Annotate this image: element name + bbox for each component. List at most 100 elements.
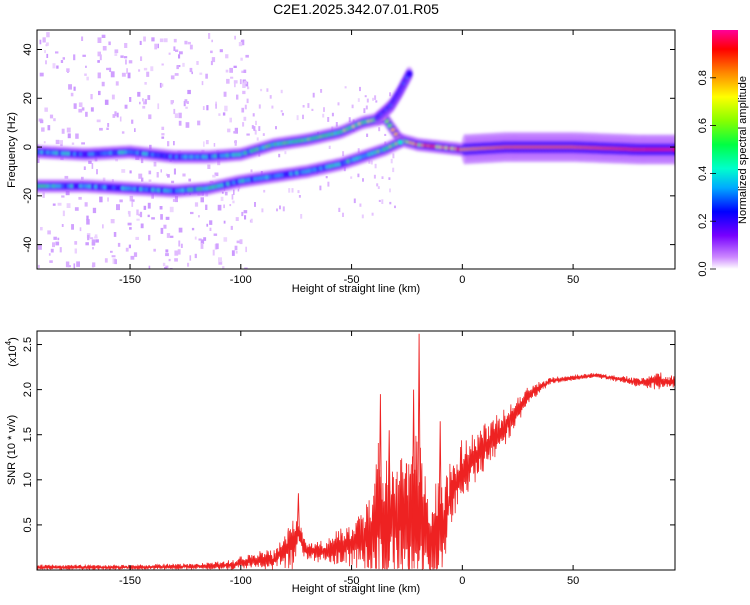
spectrogram-panel: -150 -100 -50 0 50 -40 -20 0 20 40 Height of stra… bbox=[6, 29, 676, 295]
heatmap-noise-cell bbox=[243, 69, 247, 73]
heatmap-noise-cell bbox=[177, 249, 181, 255]
heatmap-noise-cell bbox=[288, 188, 291, 193]
heatmap-noise-cell bbox=[128, 244, 131, 249]
heatmap-noise-cell bbox=[138, 69, 141, 72]
heatmap-noise-cell bbox=[117, 242, 121, 247]
heatmap-noise-cell bbox=[348, 117, 351, 123]
heatmap-noise-cell bbox=[214, 172, 219, 177]
heatmap-noise-cell bbox=[237, 189, 240, 192]
heatmap-noise-cell bbox=[142, 105, 146, 109]
heatmap-noise-cell bbox=[236, 240, 240, 244]
colorbar-tick-label: 0.0 bbox=[697, 261, 709, 276]
heatmap-noise-cell bbox=[319, 185, 322, 191]
heatmap-noise-cell bbox=[125, 59, 127, 65]
heatmap-noise-cell bbox=[210, 60, 213, 66]
heatmap-noise-cell bbox=[136, 209, 139, 216]
heatmap-noise-cell bbox=[362, 178, 364, 182]
heatmap-noise-cell bbox=[88, 160, 92, 164]
heatmap-noise-cell bbox=[344, 86, 347, 89]
heatmap-noise-cell bbox=[86, 76, 89, 81]
heatmap-noise-cell bbox=[73, 263, 76, 269]
heatmap-noise-cell bbox=[82, 54, 86, 57]
heatmap-noise-cell bbox=[189, 255, 192, 261]
snr-spike bbox=[417, 333, 421, 529]
heatmap-noise-cell bbox=[167, 141, 170, 147]
heatmap-noise-cell bbox=[278, 153, 281, 158]
spectrogram-y-axis-label: Frequency (Hz) bbox=[6, 112, 18, 188]
snr-y-tick-label: 0.5 bbox=[22, 517, 34, 532]
heatmap-noise-cell bbox=[280, 89, 283, 94]
heatmap-noise-cell bbox=[378, 199, 381, 202]
heatmap-noise-cell bbox=[169, 206, 174, 213]
heatmap-noise-cell bbox=[185, 106, 188, 109]
snr-multiplier-close: ) bbox=[7, 337, 19, 341]
heatmap-noise-cell bbox=[174, 73, 179, 76]
heatmap-noise-cell bbox=[65, 261, 70, 268]
heatmap-noise-cell bbox=[78, 196, 82, 200]
heatmap-noise-cell bbox=[46, 53, 49, 58]
colorbar-gradient bbox=[712, 30, 738, 269]
heatmap-noise-cell bbox=[37, 264, 40, 268]
heatmap-noise-cell bbox=[121, 169, 126, 173]
heatmap-noise-cell bbox=[381, 199, 384, 204]
heatmap-noise-cell bbox=[262, 133, 265, 136]
heatmap-noise-cell bbox=[359, 203, 362, 207]
spectrogram-x-tick-label: -150 bbox=[119, 274, 141, 286]
heatmap-noise-cell bbox=[139, 211, 143, 218]
heatmap-noise-cell bbox=[201, 81, 204, 86]
heatmap-noise-cell bbox=[148, 114, 152, 120]
heatmap-noise-cell bbox=[128, 60, 133, 64]
heatmap-noise-cell bbox=[129, 195, 134, 202]
heatmap-noise-cell bbox=[246, 98, 249, 104]
heatmap-noise-cell bbox=[48, 253, 51, 256]
heatmap-noise-cell bbox=[189, 67, 193, 73]
heatmap-noise-cell bbox=[226, 78, 230, 84]
heatmap-noise-cell bbox=[302, 114, 304, 120]
heatmap-noise-cell bbox=[114, 49, 119, 54]
heatmap-noise-cell bbox=[203, 141, 205, 147]
heatmap-noise-cell bbox=[188, 178, 192, 182]
heatmap-noise-cell bbox=[242, 122, 245, 127]
snr-multiplier-label: (x104) bbox=[4, 337, 19, 367]
heatmap-noise-cell bbox=[187, 89, 191, 95]
heatmap-noise-cell bbox=[322, 113, 325, 118]
heatmap-noise-cell bbox=[361, 214, 364, 219]
heatmap-noise-cell bbox=[189, 44, 193, 50]
heatmap-noise-cell bbox=[78, 108, 83, 113]
spectrogram-x-tick-label: -100 bbox=[230, 274, 252, 286]
snr-axes: -150 -100 -50 0 50 0.5 1.0 1.5 2.0 2.5 bbox=[22, 331, 675, 587]
heatmap-noise-cell bbox=[57, 202, 62, 206]
heatmap-noise-cell bbox=[99, 127, 103, 131]
heatmap-noise-cell bbox=[70, 92, 74, 97]
heatmap-noise-cell bbox=[52, 242, 55, 248]
heatmap-noise-cell bbox=[156, 172, 159, 178]
heatmap-noise-cell bbox=[43, 141, 46, 144]
heatmap-noise-cell bbox=[129, 170, 132, 174]
heatmap-noise-cell bbox=[252, 113, 255, 117]
heatmap-noise-cell bbox=[150, 66, 154, 72]
heatmap-noise-cell bbox=[240, 40, 244, 43]
heatmap-noise-cell bbox=[307, 103, 310, 108]
heatmap-noise-cell bbox=[223, 91, 227, 97]
heatmap-noise-cell bbox=[218, 257, 222, 263]
heatmap-noise-cell bbox=[229, 204, 232, 207]
heatmap-noise-cell bbox=[234, 82, 236, 88]
figure-title: C2E1.2025.342.07.01.R05 bbox=[273, 1, 439, 17]
heatmap-noise-cell bbox=[60, 143, 63, 147]
heatmap-noise-cell bbox=[73, 54, 76, 61]
heatmap-noise-cell bbox=[375, 100, 378, 103]
snr-spikes bbox=[296, 333, 442, 542]
heatmap-noise-cell bbox=[121, 72, 126, 77]
heatmap-noise-cell bbox=[135, 236, 139, 240]
heatmap-noise-cell bbox=[64, 175, 69, 179]
snr-spike bbox=[296, 493, 301, 542]
heatmap-noise-cell bbox=[205, 140, 209, 145]
heatmap-noise-cell bbox=[224, 191, 228, 196]
heatmap-noise-cell bbox=[96, 119, 101, 123]
snr-plot-area bbox=[37, 333, 675, 570]
heatmap-noise-cell bbox=[284, 151, 287, 155]
heatmap-noise-cell bbox=[147, 214, 150, 218]
heatmap-noise-cell bbox=[85, 111, 88, 117]
heatmap-noise-cell bbox=[300, 214, 303, 219]
snr-multiplier-exponent: 4 bbox=[4, 340, 13, 345]
